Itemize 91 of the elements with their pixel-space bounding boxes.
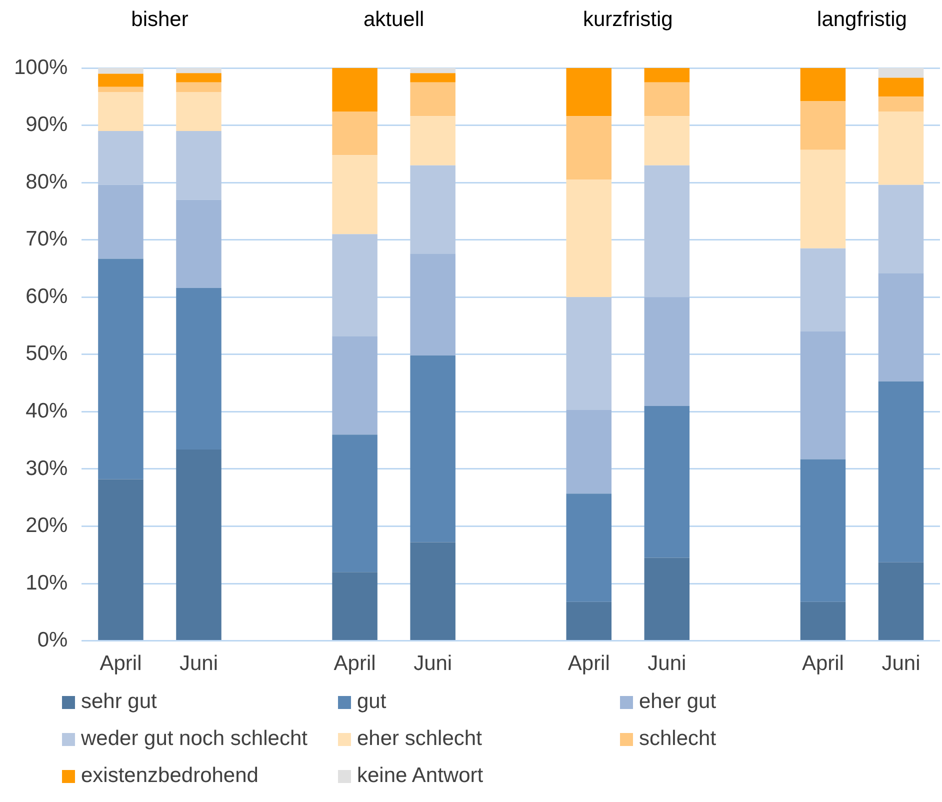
bar (332, 68, 378, 112)
bar (878, 78, 924, 97)
y-tick-label: 20% (26, 514, 68, 538)
bar (878, 273, 924, 382)
legend-label: eher gut (638, 690, 718, 714)
bar (878, 381, 924, 562)
x-tick-label: Juni (882, 652, 920, 676)
bar (566, 602, 612, 640)
bar (98, 92, 144, 132)
bar (410, 542, 456, 640)
bar (410, 165, 456, 254)
bar (332, 112, 378, 156)
legend-label: weder gut noch schlecht (80, 727, 308, 751)
bar (332, 155, 378, 234)
text: kurzfristig (582, 8, 673, 31)
bar (98, 68, 144, 74)
x-tick-label: April (100, 652, 142, 676)
bar (800, 101, 846, 150)
bar (176, 449, 222, 640)
y-tick-label: 50% (26, 342, 68, 366)
text: aktuell (363, 8, 424, 31)
bar (800, 68, 846, 102)
bar (332, 572, 378, 640)
y-tick-label: 30% (26, 456, 68, 480)
bar (410, 116, 456, 166)
bar (566, 68, 612, 116)
bar (176, 73, 222, 82)
bar (800, 248, 846, 332)
y-tick-label: 90% (26, 113, 68, 136)
y-tick-label: 100% (14, 56, 68, 79)
bar (800, 459, 846, 602)
bar (176, 92, 222, 132)
bar (566, 410, 612, 494)
bar (410, 82, 456, 116)
text: bisher (131, 8, 188, 31)
bar (878, 184, 924, 274)
legend-label: schlecht (638, 727, 718, 751)
bar (644, 82, 690, 116)
y-tick-label: 70% (26, 228, 68, 251)
bar (176, 288, 222, 450)
legend-label: keine Antwort (356, 764, 484, 788)
bar (410, 254, 456, 356)
bar (410, 68, 456, 74)
legend-label: sehr gut (80, 690, 158, 714)
bar (644, 165, 690, 298)
bar (332, 336, 378, 435)
bar (878, 68, 924, 78)
bar (410, 356, 456, 542)
bar (98, 74, 144, 87)
y-tick-label: 40% (26, 399, 68, 422)
x-tick-label: Juni (179, 652, 218, 676)
bar (644, 68, 690, 82)
bar (878, 112, 924, 185)
bar (644, 297, 690, 406)
legend-label: eher schlecht (356, 727, 483, 751)
x-tick-label: April (568, 652, 610, 676)
bar (98, 86, 144, 92)
legend-label: gut (356, 690, 388, 714)
bar (644, 406, 690, 558)
bar (176, 68, 222, 74)
bar (878, 562, 924, 640)
bar (98, 184, 144, 259)
bar (566, 116, 612, 180)
bar (176, 131, 222, 200)
bar (332, 234, 378, 336)
bar (566, 297, 612, 410)
x-tick-label: Juni (648, 652, 686, 676)
bar (800, 602, 846, 640)
x-tick-label: April (802, 652, 844, 676)
bar (566, 180, 612, 298)
y-tick-label: 0% (37, 628, 68, 652)
bar (800, 331, 846, 460)
bar (644, 558, 690, 640)
y-tick-label: 80% (26, 170, 68, 194)
bar (176, 82, 222, 92)
bar (800, 150, 846, 248)
bar (410, 73, 456, 82)
bar (98, 131, 144, 185)
bar (644, 116, 690, 166)
bar (332, 434, 378, 572)
y-tick-label: 10% (26, 571, 68, 594)
bar (176, 200, 222, 288)
bar (566, 494, 612, 602)
legend-label: existenzbedrohend (80, 764, 260, 788)
bar (98, 479, 144, 640)
x-tick-label: April (334, 652, 376, 676)
bar (98, 258, 144, 480)
bar (878, 96, 924, 112)
text: langfristig (817, 8, 907, 31)
y-tick-label: 60% (26, 284, 68, 308)
x-tick-label: Juni (414, 652, 452, 676)
